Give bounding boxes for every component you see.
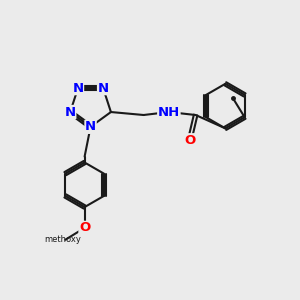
- Text: N: N: [85, 120, 96, 133]
- Text: N: N: [64, 106, 76, 118]
- Text: NH: NH: [158, 106, 180, 118]
- Text: methoxy: methoxy: [44, 235, 81, 244]
- Text: N: N: [98, 82, 109, 94]
- Text: O: O: [184, 134, 195, 147]
- Text: N: N: [72, 82, 83, 94]
- Text: O: O: [79, 221, 90, 234]
